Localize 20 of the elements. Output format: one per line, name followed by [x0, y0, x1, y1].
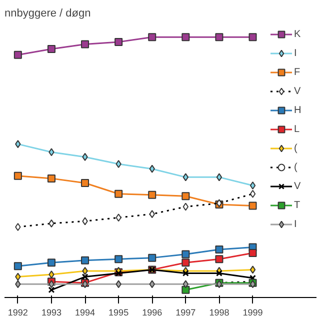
- legend-label: V: [294, 180, 302, 194]
- x-tick-label: 1994: [75, 308, 96, 318]
- x-tick-label: 1995: [108, 308, 129, 318]
- x-tick-label: 1998: [209, 308, 230, 318]
- legend-label: F: [294, 66, 302, 80]
- legend-label: K: [294, 28, 302, 42]
- x-tick-label: 1993: [41, 308, 62, 318]
- legend-label: (: [294, 142, 298, 156]
- legend-label: (: [294, 160, 298, 174]
- x-tick-label: 1997: [176, 308, 196, 318]
- x-tick-label: 1999: [242, 308, 263, 318]
- chart-title: nnbyggere / døgn: [4, 8, 91, 20]
- legend-label: L: [294, 122, 301, 136]
- legend-label: V: [294, 84, 302, 98]
- legend-label: I: [294, 218, 298, 232]
- legend-label: H: [294, 104, 302, 118]
- x-tick-label: 1992: [8, 308, 28, 318]
- legend-label: I: [294, 46, 298, 60]
- legend-label: T: [294, 198, 302, 212]
- x-tick-label: 1996: [142, 308, 162, 318]
